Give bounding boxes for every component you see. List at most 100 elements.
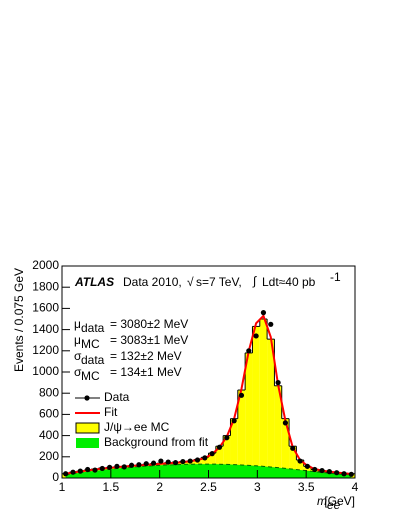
mc-bin [296, 459, 304, 478]
x-axis-sub: ee [327, 498, 341, 512]
data-point [121, 464, 127, 470]
annotation-symbol: σ [74, 349, 82, 363]
data-point [187, 458, 193, 464]
data-point [99, 465, 105, 472]
data-point [180, 458, 186, 465]
annotation-symbol: μ [74, 333, 81, 347]
data-point [231, 418, 237, 424]
data-point [172, 460, 179, 466]
data-point [224, 435, 230, 441]
data-point [107, 464, 113, 470]
title-lumi: Ldt≈40 pb [262, 275, 316, 289]
data-point [297, 458, 303, 464]
annotation-text: = 3080±2 MeV [110, 317, 188, 331]
legend-marker [84, 395, 90, 401]
x-axis-symbol: m [317, 494, 327, 508]
data-point [312, 466, 318, 473]
data-point [92, 467, 98, 473]
y-tick-label: 400 [39, 428, 59, 442]
data-point [290, 445, 296, 451]
data-point [85, 466, 91, 473]
annotation-text: = 3083±1 MeV [110, 333, 188, 347]
data-point [341, 471, 347, 477]
x-tick-label: 3.5 [298, 480, 315, 494]
x-tick-label: 1 [59, 480, 66, 494]
mc-bin [274, 385, 282, 478]
data-point [304, 463, 310, 469]
y-tick-label: 1000 [32, 364, 59, 378]
x-axis-unit: [GeV] [324, 494, 355, 508]
data-point [63, 471, 69, 477]
mc-bin [267, 339, 275, 478]
mc-bin [223, 435, 231, 478]
mc-bin [252, 326, 260, 478]
annotation-symbol: μ [74, 317, 81, 331]
x-tick-label: 3 [254, 480, 261, 494]
experiment-label: ATLAS [74, 275, 114, 289]
mc-bin [215, 446, 224, 478]
data-point [319, 467, 325, 474]
sqrt-sign: √ [187, 275, 194, 289]
x-tick-label: 4 [352, 480, 359, 494]
legend-label: Fit [104, 405, 118, 419]
x-tick-label: 1.5 [102, 480, 119, 494]
data-point [128, 462, 135, 468]
mc-bin [289, 446, 297, 478]
y-tick-label: 1200 [32, 343, 59, 357]
legend-label: J/ψ→ee MC [104, 420, 170, 434]
data-point [348, 471, 354, 477]
y-tick-label: 1600 [32, 301, 59, 315]
mc-bin [237, 390, 246, 478]
data-point [136, 462, 142, 468]
data-point [158, 458, 164, 464]
data-point [326, 469, 332, 475]
integral-sign: ∫ [252, 274, 257, 288]
data-point [334, 470, 340, 476]
y-tick-label: 200 [39, 449, 59, 463]
data-point [216, 444, 223, 450]
fit-line [65, 313, 352, 475]
legend-label: Data [104, 390, 130, 404]
annotation-text: = 134±1 MeV [110, 365, 182, 379]
x-tick-label: 2.5 [200, 480, 217, 494]
legend-swatch [75, 422, 100, 434]
data-point [143, 461, 149, 467]
data-point [70, 469, 76, 475]
data-point [202, 455, 208, 461]
mc-bin [259, 319, 268, 478]
data-point [260, 310, 267, 316]
data-point [114, 463, 120, 469]
y-axis-label: Events / 0.075 GeV [12, 268, 26, 372]
y-tick-label: 0 [52, 470, 59, 484]
y-tick-label: 600 [39, 407, 59, 421]
data-point [194, 457, 201, 463]
annotation-sub: data [81, 353, 105, 367]
legend-swatch [76, 438, 99, 448]
y-tick-label: 800 [39, 385, 59, 399]
mc-bin [281, 418, 290, 478]
annotation-symbol: σ [74, 365, 82, 379]
y-tick-label: 1800 [32, 279, 59, 293]
title-text: Data 2010, [123, 275, 182, 289]
mc-bin [245, 352, 253, 478]
data-point [209, 451, 215, 457]
data-point [275, 380, 281, 386]
data-point [253, 333, 259, 339]
data-point [150, 460, 157, 466]
data-point [238, 392, 245, 398]
annotation-sub: data [81, 321, 105, 335]
mc-bin [230, 418, 238, 478]
legend-label: Background from fit [104, 435, 209, 449]
data-point [246, 348, 252, 354]
annotation-sub: MC [81, 337, 100, 351]
y-tick-label: 1400 [32, 322, 59, 336]
data-point [77, 468, 83, 474]
x-tick-label: 2 [156, 480, 163, 494]
data-point [165, 459, 171, 465]
annotation-text: = 132±2 MeV [110, 349, 182, 363]
title-lumi-exp: -1 [330, 270, 341, 284]
title-energy: s=7 TeV, [196, 275, 242, 289]
y-tick-label: 2000 [32, 258, 59, 272]
data-point [268, 321, 274, 327]
